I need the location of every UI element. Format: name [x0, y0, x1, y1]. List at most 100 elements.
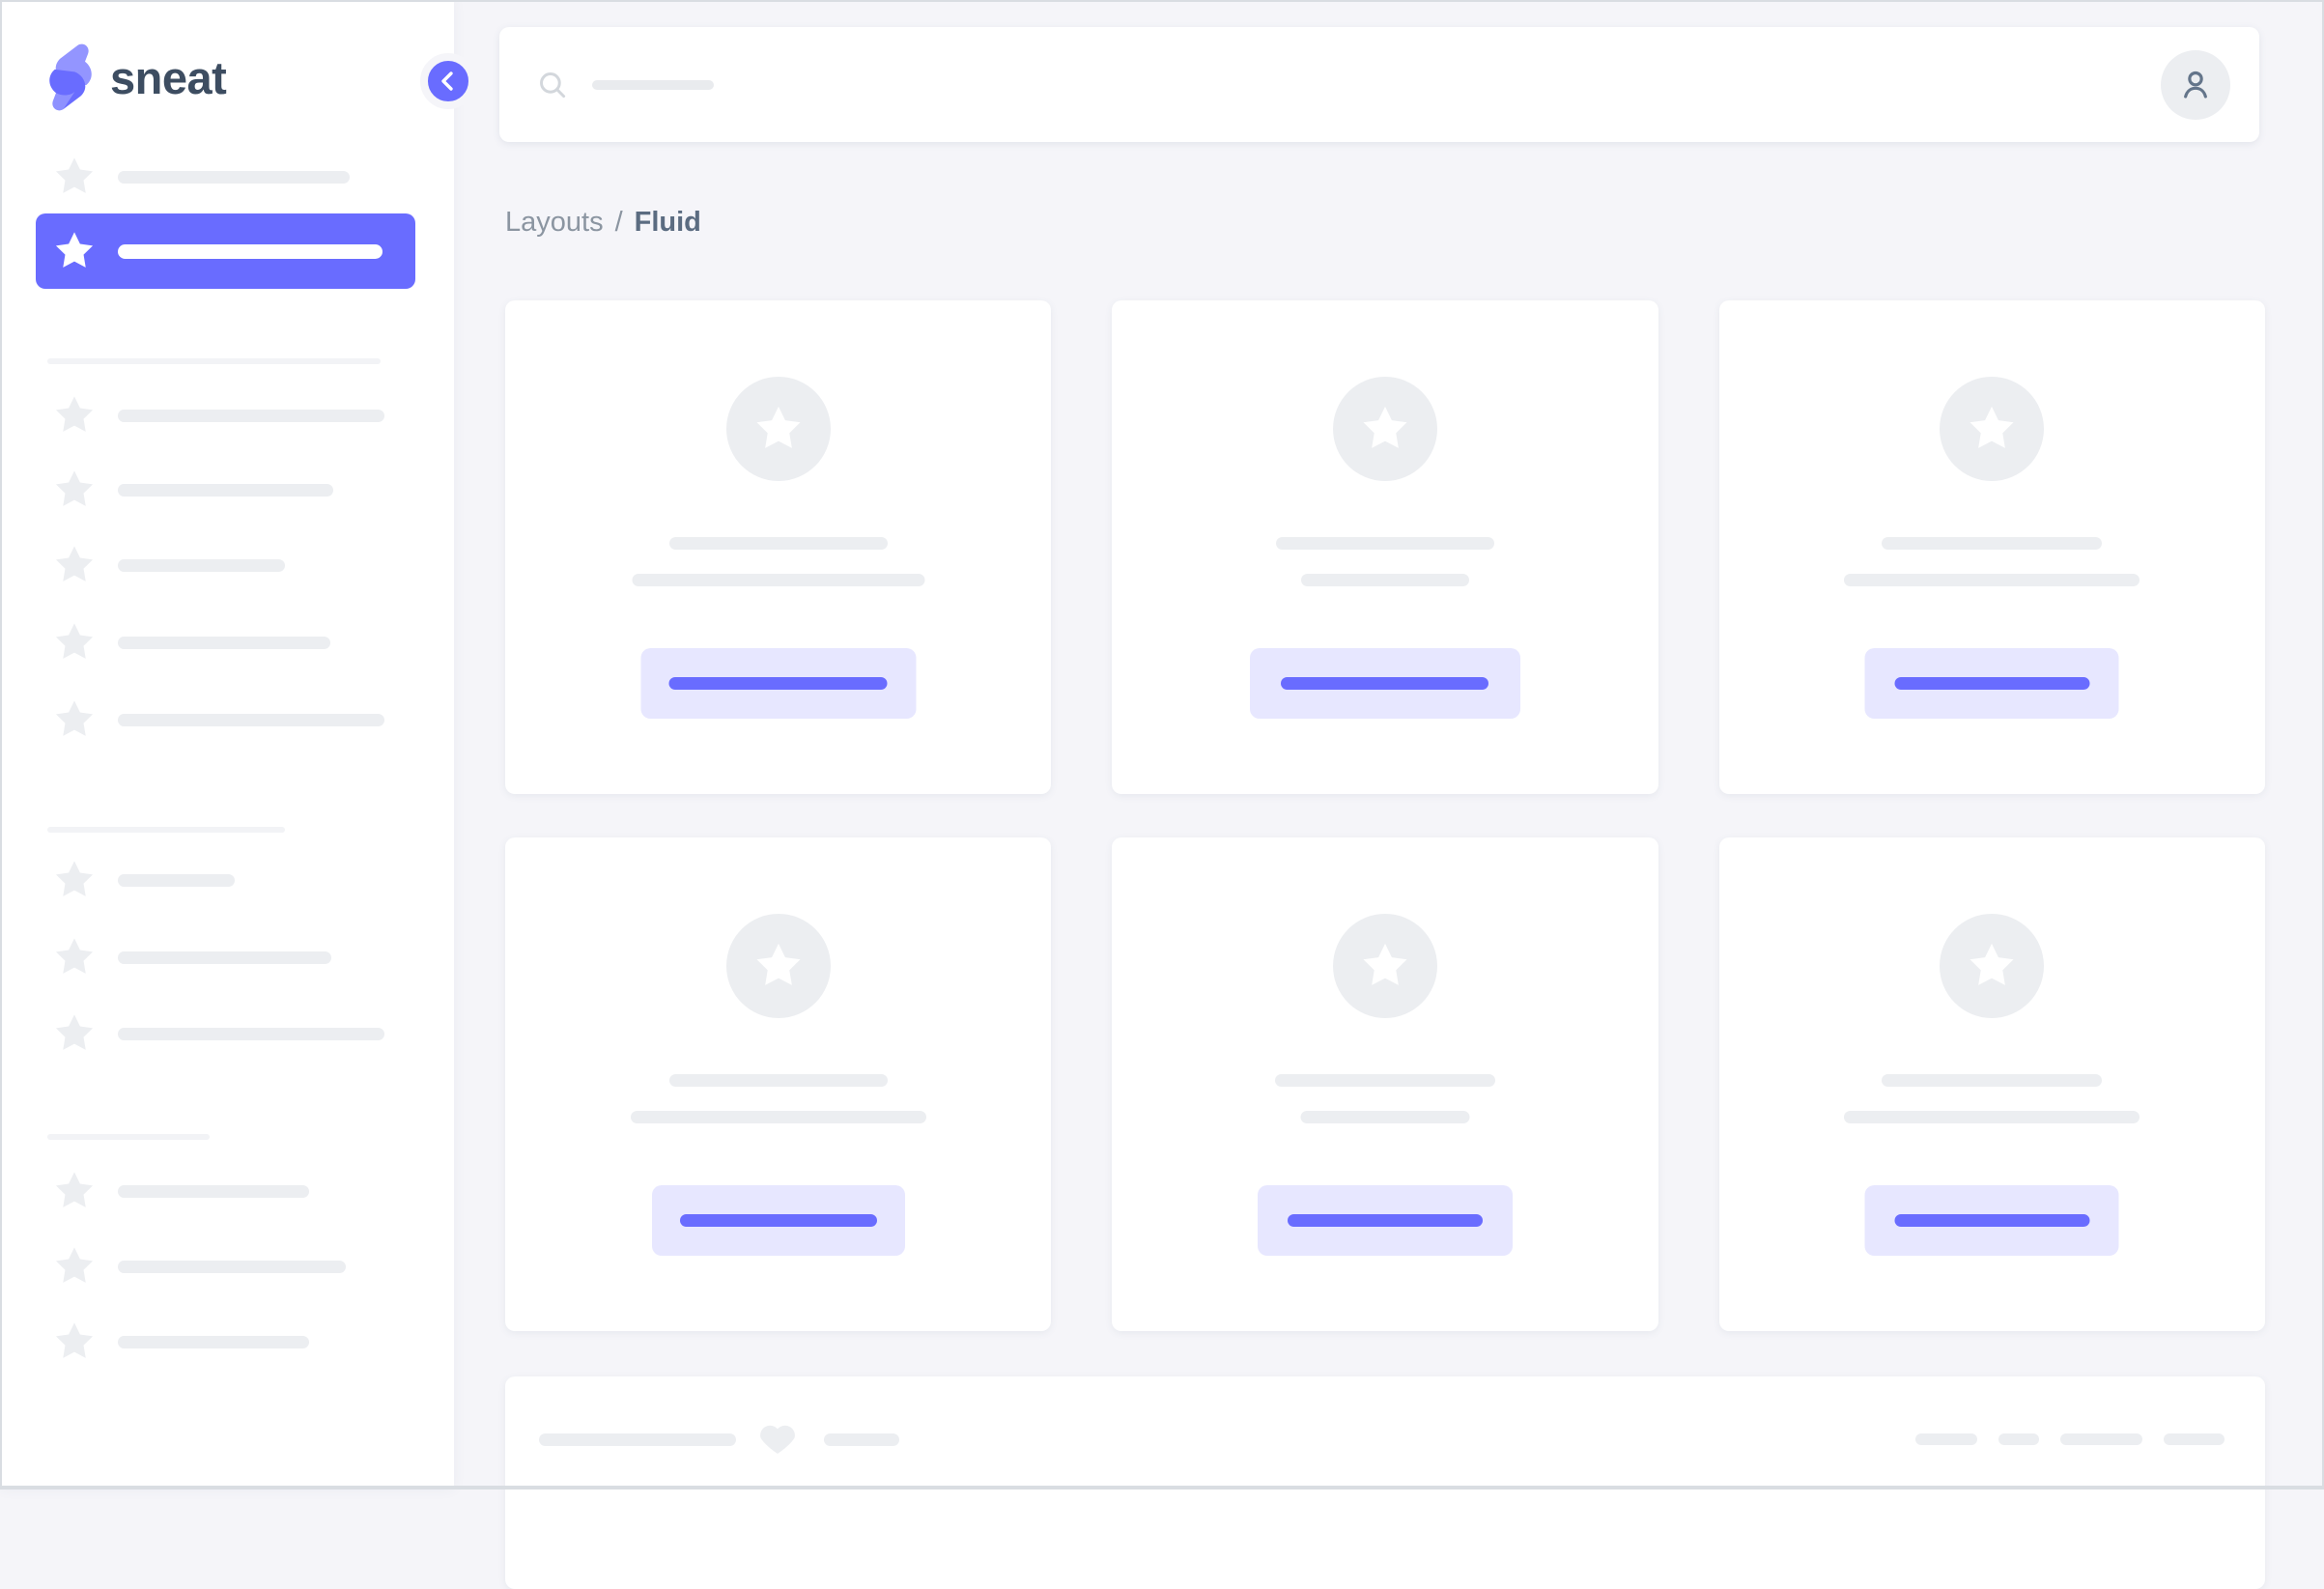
star-icon — [55, 861, 94, 896]
sidebar-item-label-skeleton — [118, 951, 331, 964]
card-title-skeleton — [1275, 537, 1494, 550]
card-subtitle-skeleton — [1844, 1111, 2140, 1123]
star-icon — [55, 938, 94, 974]
card-button[interactable] — [640, 648, 917, 719]
card-subtitle-skeleton — [1300, 1111, 1470, 1123]
search-icon — [540, 71, 566, 98]
card-title-skeleton — [668, 537, 888, 550]
card-button-label-skeleton — [679, 1214, 877, 1227]
placeholder-card — [1718, 300, 2265, 794]
star-icon — [55, 396, 94, 432]
sidebar-item[interactable] — [36, 139, 415, 214]
pagination-bar-skeleton — [1998, 1433, 2039, 1445]
sidebar-item-label-skeleton — [118, 1184, 309, 1198]
bottom-card — [505, 1376, 2265, 1589]
heart-icon[interactable] — [757, 1420, 798, 1459]
bottom-text-skeleton — [824, 1433, 899, 1446]
cards-grid — [505, 300, 2265, 1331]
sidebar-item[interactable] — [36, 682, 415, 757]
sidebar-item[interactable] — [36, 378, 415, 453]
sidebar-item-label-skeleton — [118, 483, 333, 497]
card-avatar — [1940, 914, 2045, 1018]
star-icon — [55, 470, 94, 506]
card-title-skeleton — [1882, 537, 2103, 550]
star-icon — [55, 232, 94, 268]
card-avatar — [1332, 914, 1437, 1018]
placeholder-card — [1112, 837, 1658, 1331]
sidebar-item[interactable] — [36, 527, 415, 603]
sidebar-item[interactable] — [36, 1229, 415, 1304]
sidebar-section-divider — [47, 1134, 210, 1140]
sidebar-item[interactable] — [36, 1153, 415, 1229]
breadcrumb-parent[interactable]: Layouts — [505, 207, 604, 238]
bottom-text-skeleton — [539, 1433, 736, 1446]
card-subtitle-skeleton — [630, 1111, 926, 1123]
star-icon — [55, 700, 94, 736]
placeholder-card — [1112, 300, 1658, 794]
sidebar-item-active[interactable] — [36, 213, 415, 289]
card-button-label-skeleton — [668, 677, 888, 690]
card-avatar — [1940, 377, 2045, 481]
search-placeholder-skeleton — [592, 79, 714, 90]
sidebar-item-label-skeleton — [118, 1260, 346, 1273]
sidebar-collapse-button[interactable] — [420, 53, 476, 109]
star-icon — [55, 623, 94, 659]
navbar — [499, 27, 2259, 142]
star-icon — [1970, 943, 2014, 985]
card-button[interactable] — [651, 1185, 905, 1256]
breadcrumb-current: Fluid — [634, 207, 701, 238]
card-button-label-skeleton — [1281, 677, 1489, 690]
sidebar-item[interactable] — [36, 996, 415, 1071]
chevron-left-icon — [441, 71, 453, 91]
user-icon — [2184, 71, 2207, 99]
avatar-button[interactable] — [2161, 49, 2230, 120]
pagination-bar-skeleton — [2164, 1433, 2225, 1445]
sidebar-item[interactable] — [36, 1304, 415, 1379]
card-avatar — [1332, 377, 1437, 481]
card-subtitle-skeleton — [632, 574, 925, 586]
placeholder-card — [505, 837, 1052, 1331]
star-icon — [756, 943, 801, 985]
star-icon — [55, 157, 94, 193]
star-icon — [55, 1172, 94, 1207]
placeholder-card — [1718, 837, 2265, 1331]
star-icon — [55, 546, 94, 582]
card-button[interactable] — [1249, 648, 1520, 719]
sidebar-item-label-skeleton — [118, 558, 285, 572]
sidebar-item[interactable] — [36, 842, 415, 918]
sidebar-section-divider — [47, 827, 285, 833]
card-title-skeleton — [1882, 1074, 2103, 1087]
card-subtitle-skeleton — [1300, 574, 1469, 586]
breadcrumb-separator: / — [614, 207, 623, 238]
sidebar-item-label-skeleton — [118, 873, 235, 887]
card-title-skeleton — [1274, 1074, 1495, 1087]
sidebar-item[interactable] — [36, 452, 415, 527]
star-icon — [55, 1322, 94, 1358]
sidebar-item-label-skeleton — [118, 636, 330, 649]
card-subtitle-skeleton — [1844, 574, 2140, 586]
search-input[interactable] — [499, 27, 2259, 142]
card-avatar — [725, 914, 831, 1018]
card-button-label-skeleton — [1894, 1214, 2090, 1227]
card-button[interactable] — [1257, 1185, 1513, 1256]
bottom-card-row — [539, 1420, 2225, 1459]
sidebar-section-divider — [47, 358, 381, 364]
card-button[interactable] — [1864, 1185, 2119, 1256]
card-avatar — [725, 377, 831, 481]
star-icon — [1970, 406, 2014, 448]
breadcrumb: Layouts / Fluid — [505, 207, 701, 239]
sidebar-item-label-skeleton — [118, 1335, 309, 1348]
sidebar-item-label-skeleton — [118, 713, 384, 726]
sidebar-item[interactable] — [36, 605, 415, 680]
sidebar-item[interactable] — [36, 920, 415, 995]
brand-logo[interactable]: sneat — [46, 39, 227, 116]
sidebar: sneat — [0, 0, 454, 1490]
brand-name: sneat — [110, 51, 227, 103]
star-icon — [55, 1247, 94, 1283]
card-button-label-skeleton — [1894, 677, 2090, 690]
star-icon — [1363, 406, 1407, 448]
bottom-pagination-skeletons — [1894, 1433, 2225, 1445]
star-icon — [1363, 943, 1407, 985]
card-button[interactable] — [1864, 648, 2119, 719]
star-icon — [55, 1014, 94, 1050]
